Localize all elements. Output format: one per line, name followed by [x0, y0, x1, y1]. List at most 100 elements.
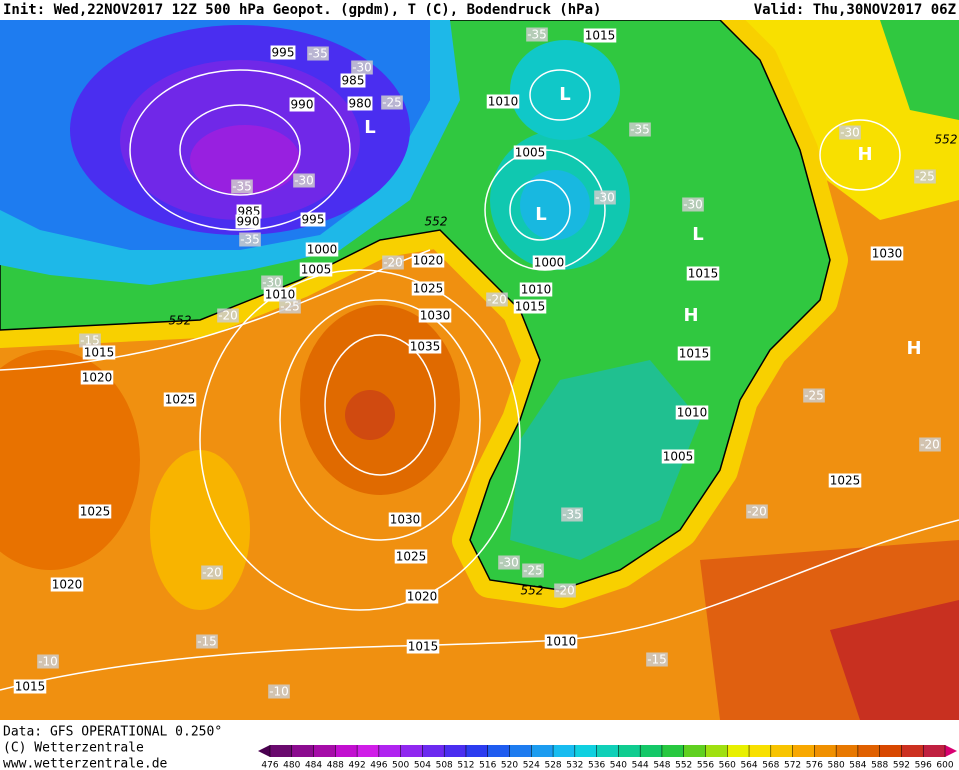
colorbar-swatch: [400, 745, 423, 757]
label-box: [513, 299, 547, 314]
colorbar-swatch: [270, 745, 293, 757]
label-box: [919, 437, 941, 452]
colorbar-tick-label: 596: [915, 761, 932, 770]
colorbar-swatch: [291, 745, 315, 757]
isobar-label: 990: [291, 98, 314, 112]
colorbar-tick-label: 500: [392, 761, 409, 770]
temperature-label: -30: [595, 191, 615, 205]
label-box: [270, 45, 296, 60]
isobar-label: 1000: [307, 243, 338, 257]
temperature-label: -15: [80, 334, 100, 348]
isobar-label: 1015: [515, 300, 546, 314]
isobar-label: 1025: [413, 282, 444, 296]
label-box: [235, 214, 261, 229]
label-box: [382, 255, 404, 270]
pressure-center: H: [857, 144, 872, 165]
label-box: [406, 639, 440, 654]
label-box: [79, 333, 101, 348]
isobar-label: 1020: [52, 578, 83, 592]
temperature-label: -20: [218, 309, 238, 323]
isobar-label: 1025: [396, 550, 427, 564]
temperature-label: -30: [352, 61, 372, 75]
label-box: [388, 512, 422, 527]
label-box: [686, 266, 720, 281]
temperature-label: -20: [555, 584, 575, 598]
pressure-center: L: [692, 224, 703, 245]
label-box: [37, 654, 59, 669]
colorbar-tick-label: 492: [349, 761, 366, 770]
label-box: [217, 308, 239, 323]
colorbar-swatch: [879, 745, 902, 757]
label-box: [914, 169, 936, 184]
colorbar-tick-label: 548: [653, 761, 670, 770]
map-background: [0, 2, 959, 720]
label-box: [828, 473, 862, 488]
label-box: [80, 370, 114, 385]
label-box: [870, 246, 904, 261]
label-box: [561, 507, 583, 522]
colorbar-tick-label: 580: [828, 761, 845, 770]
isobar-label: 1030: [420, 309, 451, 323]
colorbar-swatch: [531, 745, 554, 757]
label-box: [486, 94, 520, 109]
temperature-label: -35: [630, 123, 650, 137]
label-box: [347, 96, 373, 111]
isobar-label: 1010: [677, 406, 708, 420]
colorbar-tick-label: 552: [675, 761, 692, 770]
colorbar-swatch: [792, 745, 815, 757]
colorbar-swatch: [313, 745, 336, 757]
label-box: [289, 97, 315, 112]
pressure-center: H: [683, 305, 698, 326]
label-box: [279, 299, 301, 314]
colorbar-swatch: [836, 745, 859, 757]
label-box: [498, 555, 520, 570]
label-box: [513, 145, 547, 160]
colorbar-swatch: [705, 745, 728, 757]
footer-url: www.wetterzentrale.de: [3, 757, 168, 770]
colorbar-tick-label: 544: [632, 761, 649, 770]
label-box: [381, 95, 403, 110]
label-box: [268, 684, 290, 699]
colorbar-swatch: [487, 745, 511, 757]
label-box: [746, 504, 768, 519]
label-box: [519, 282, 553, 297]
colorbar-swatch: [553, 745, 576, 757]
colorbar-tick-label: 536: [588, 761, 605, 770]
header-valid: Valid: Thu,30NOV2017 06Z: [754, 2, 956, 18]
label-box: [544, 634, 578, 649]
temperature-label: -35: [232, 180, 252, 194]
colorbar-tick-label: 528: [544, 761, 561, 770]
colorbar-tick-label: 572: [784, 761, 801, 770]
colorbar-tick-label: 568: [762, 761, 779, 770]
colorbar-tick-label: 476: [261, 761, 278, 770]
isobar-label: 1005: [515, 146, 546, 160]
isobar-label: 1005: [663, 450, 694, 464]
colorbar-swatch: [814, 745, 837, 757]
colorbar-tick-label: 484: [305, 761, 322, 770]
colorbar-swatch: [378, 745, 402, 757]
label-box: [661, 449, 695, 464]
label-box: [300, 212, 326, 227]
isobar-label: 995: [302, 213, 325, 227]
label-box: [411, 281, 445, 296]
colorbar-swatch: [422, 745, 445, 757]
colorbar-tick-label: 532: [566, 761, 583, 770]
colorbar-tick-label: 524: [523, 761, 540, 770]
colorbar-tick-label: 592: [893, 761, 910, 770]
label-box: [594, 190, 616, 205]
label-box: [583, 28, 617, 43]
pressure-center: L: [535, 204, 546, 225]
label-box: [50, 577, 84, 592]
temperature-label: -30: [499, 556, 519, 570]
temperature-label: -30: [262, 276, 282, 290]
label-box: [201, 565, 223, 580]
colorbar-swatch: [596, 745, 619, 757]
colorbar-swatch: [661, 745, 685, 757]
label-box: [340, 73, 366, 88]
colorbar-tick-label: 480: [283, 761, 300, 770]
label-box: [163, 392, 197, 407]
isobar-label: 990: [237, 215, 260, 229]
colorbar-tick-label: 508: [436, 761, 453, 770]
label-box: [293, 173, 315, 188]
temperature-label: -10: [269, 685, 289, 699]
